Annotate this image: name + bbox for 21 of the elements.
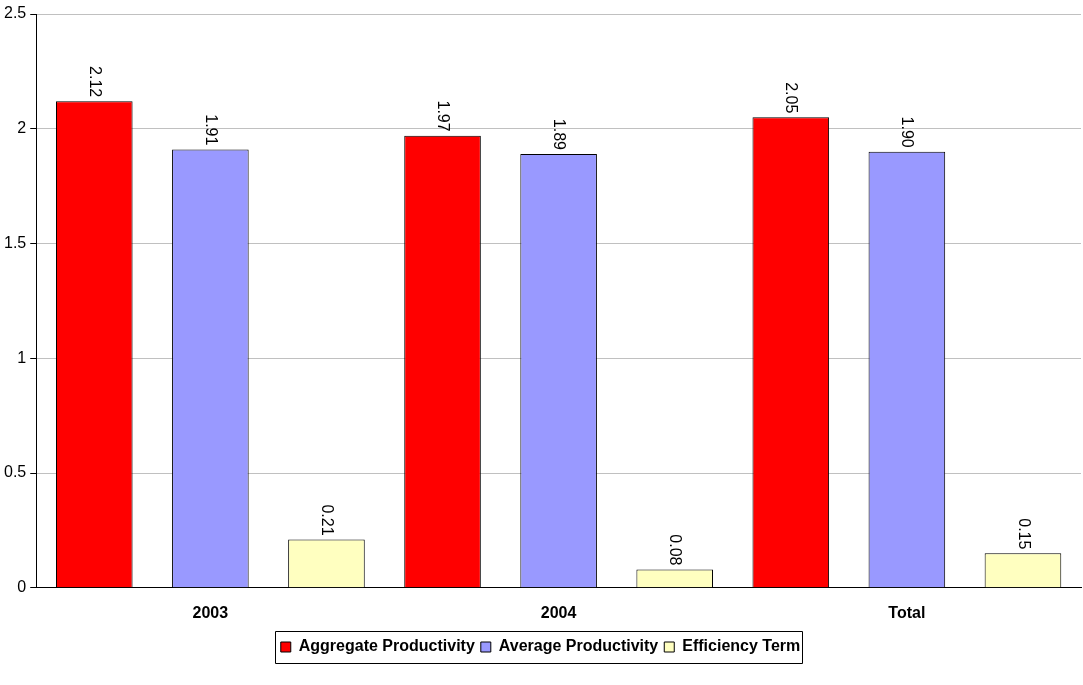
data-label: 1.91 — [202, 114, 220, 146]
y-tick-label: 2.5 — [3, 4, 27, 22]
data-label: 1.90 — [899, 116, 917, 148]
data-label: 0.21 — [319, 504, 337, 536]
data-label: 1.97 — [435, 100, 453, 132]
y-tick-label: 2 — [17, 119, 27, 137]
x-tick-label: Total — [888, 603, 926, 621]
x-tick-label: 2003 — [192, 603, 229, 621]
y-tick-label: 0.5 — [3, 463, 27, 481]
y-tick-label: 0 — [17, 578, 27, 596]
data-label: 2.12 — [86, 66, 104, 98]
y-tick-label: 1 — [17, 348, 27, 366]
data-label: 2.05 — [783, 82, 801, 114]
legend-label: Average Productivity — [498, 637, 659, 655]
data-label: 1.89 — [551, 118, 569, 151]
legend-label: Efficiency Term — [682, 637, 801, 655]
legend-label: Aggregate Productivity — [298, 637, 475, 655]
y-tick-label: 1.5 — [3, 233, 27, 251]
x-tick-label: 2004 — [540, 603, 577, 621]
data-label: 0.15 — [1015, 518, 1033, 550]
data-label: 0.08 — [667, 534, 685, 566]
